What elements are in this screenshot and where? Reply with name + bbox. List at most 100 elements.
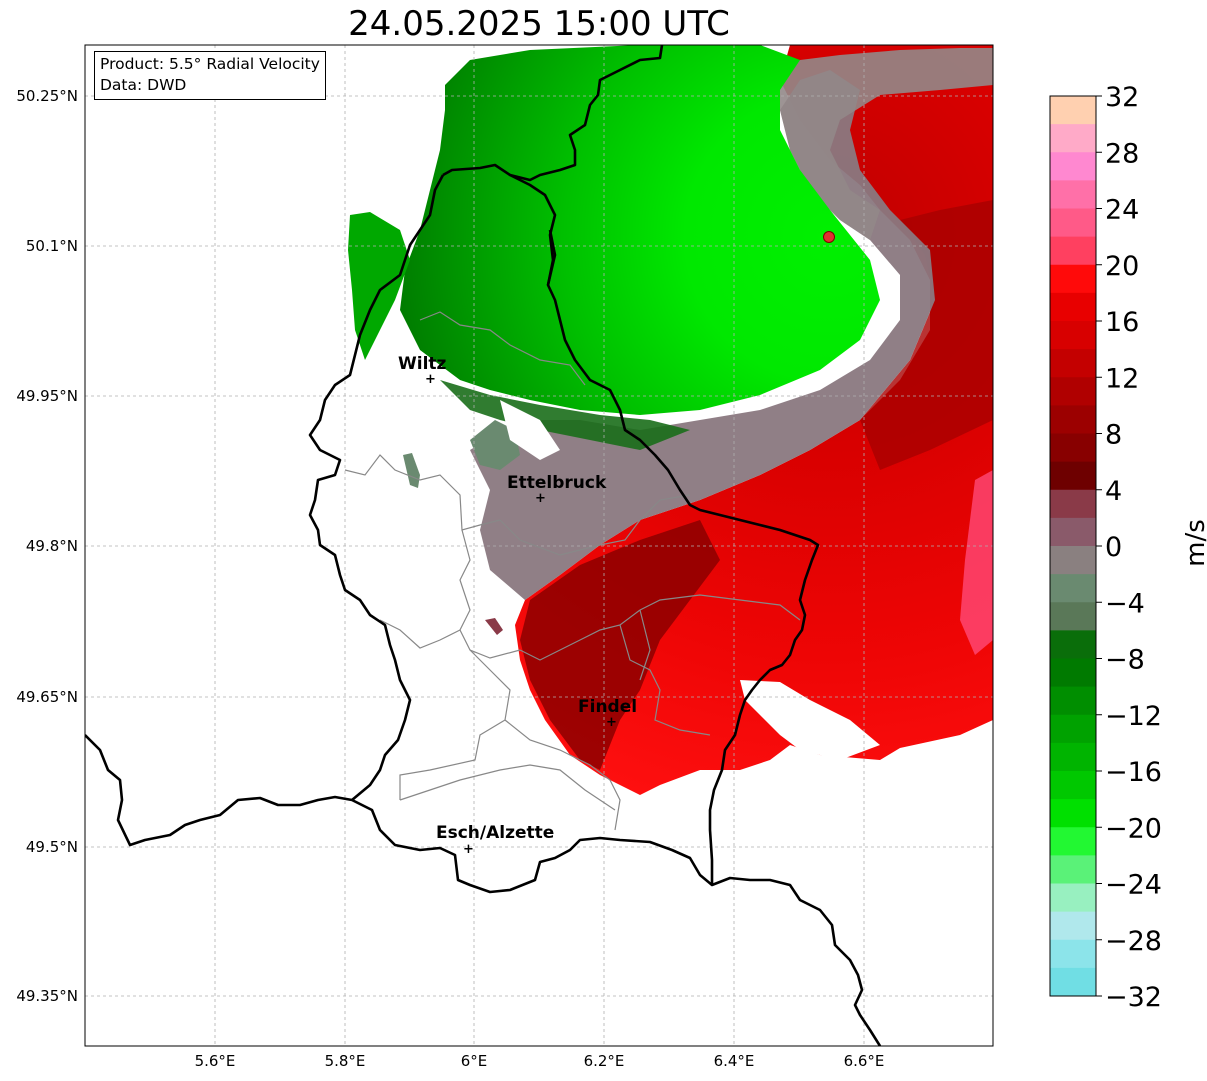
colorbar-swatch [1050,967,1096,997]
velocity-field [348,45,993,795]
country-borders [85,45,882,1046]
city-marker-icon: + [425,372,436,387]
colorbar-tick-label: −20 [1105,813,1162,844]
colorbar-swatch [1050,96,1096,125]
colorbar-tick-label: 16 [1105,307,1139,338]
city-esch-alzette[interactable]: Esch/Alzette + [436,823,554,857]
colorbar-tick-label: −32 [1105,982,1162,1013]
colorbar-unit-label: m/s [1181,519,1207,567]
colorbar-swatch [1050,517,1096,547]
colorbar-tick-label: 32 [1105,82,1139,113]
plot-frame [84,44,994,1047]
weak-echo-patch [470,420,520,470]
colorbar-swatch [1050,321,1096,350]
colorbar-swatch [1050,574,1096,603]
colorbar-tick-label: −24 [1105,870,1162,901]
lon-tick-labels: 5.6°E 5.8°E 6°E 6.2°E 6.4°E 6.6°E [195,1052,885,1070]
colorbar-swatch [1050,827,1096,856]
colorbar-swatch [1050,349,1096,378]
colorbar-swatch [1050,855,1096,884]
weak-echo-patch [403,453,420,488]
colorbar-swatch [1050,180,1096,209]
city-label: Wiltz [398,354,447,374]
map-title: 24.05.2025 15:00 UTC [348,4,730,44]
outbound-strong-core [520,520,720,770]
colorbar-swatch [1050,377,1096,406]
colorbar-swatch [1050,939,1096,969]
lon-tick-label: 6.4°E [714,1052,755,1070]
strong-outbound-fringe [960,470,993,655]
product-label: Product: 5.5° Radial Velocity [100,55,320,73]
colorbar-swatch [1050,630,1096,659]
colorbar-swatch [1050,405,1096,434]
lat-tick-label: 49.65°N [16,688,78,706]
lat-tick-label: 49.8°N [26,537,78,555]
colorbar-swatch [1050,686,1096,716]
lon-tick-label: 6.2°E [584,1052,625,1070]
city-marker-icon: + [463,842,474,857]
colorbar-ticks: 32 28 24 20 16 12 8 4 0 −4 −8 −12 −16 −20 −24 −28 −32 [1096,82,1162,1013]
data-source-label: Data: DWD [100,76,187,94]
colorbar-tick-label: −28 [1105,926,1162,957]
city-marker-icon: + [535,491,546,506]
colorbar-tick-label: 12 [1105,363,1139,394]
lon-tick-label: 6.6°E [844,1052,885,1070]
city-wiltz[interactable]: Wiltz + [398,354,447,387]
lat-tick-labels: 50.25°N 50.1°N 49.95°N 49.8°N 49.65°N 49… [16,87,78,1005]
colorbar-swatch [1050,658,1096,688]
colorbar-swatch [1050,771,1096,800]
colorbar-tick-label: −8 [1105,645,1145,676]
lat-tick-label: 50.1°N [26,237,78,255]
lon-tick-label: 5.8°E [325,1052,366,1070]
colorbar-tick-label: −12 [1105,701,1162,732]
colorbar-swatch [1050,602,1096,631]
colorbar-swatch [1050,152,1096,181]
colorbar-swatch [1050,236,1096,266]
city-label: Esch/Alzette [436,823,554,843]
outbound-red-band [860,200,993,470]
lat-tick-label: 49.95°N [16,387,78,405]
colorbar-tick-label: 8 [1105,420,1122,451]
colorbar-swatch [1050,714,1096,744]
colorbar-tick-label: 20 [1105,251,1139,282]
colorbar-swatch [1050,546,1096,575]
lat-tick-label: 50.25°N [16,87,78,105]
lat-tick-label: 49.5°N [26,838,78,856]
colorbar-swatch [1050,883,1096,913]
nodata-gap [740,680,880,760]
city-label: Findel [578,697,637,717]
lon-tick-label: 5.6°E [195,1052,236,1070]
colorbar-swatch [1050,264,1096,294]
colorbar-swatch [1050,461,1096,491]
colorbar-swatch [1050,799,1096,828]
colorbar-tick-label: −16 [1105,757,1162,788]
city-markers: Wiltz + Ettelbruck + Findel + Esch/Alzet… [398,354,637,857]
nodata-gap [500,400,560,460]
district-borders [344,311,801,831]
inbound-far-echoes [348,212,410,360]
lon-tick-label: 6°E [461,1052,488,1070]
inbound-velocity-area [400,45,880,415]
colorbar-tick-label: 4 [1105,476,1122,507]
colorbar-swatch [1050,911,1096,941]
colorbar-swatch [1050,124,1096,153]
colorbar-swatch [1050,208,1096,238]
colorbar-swatch [1050,742,1096,772]
city-findel[interactable]: Findel + [578,697,637,730]
zero-velocity-band [470,70,935,600]
radar-site-marker[interactable] [823,231,835,243]
info-box: Product: 5.5° Radial Velocity Data: DWD [94,51,326,100]
colorbar-tick-label: 0 [1105,532,1122,563]
colorbar-tick-label: 24 [1105,195,1139,226]
colorbar-swatch [1050,433,1096,463]
weak-echo-patch [485,618,503,635]
colorbar [1049,95,1097,997]
city-marker-icon: + [606,715,617,730]
colorbar-swatch [1050,292,1096,322]
city-label: Ettelbruck [507,473,607,493]
lat-tick-label: 49.35°N [16,987,78,1005]
colorbar-swatch [1050,489,1096,519]
colorbar-tick-label: −4 [1105,588,1145,619]
city-ettelbruck[interactable]: Ettelbruck + [507,473,607,506]
